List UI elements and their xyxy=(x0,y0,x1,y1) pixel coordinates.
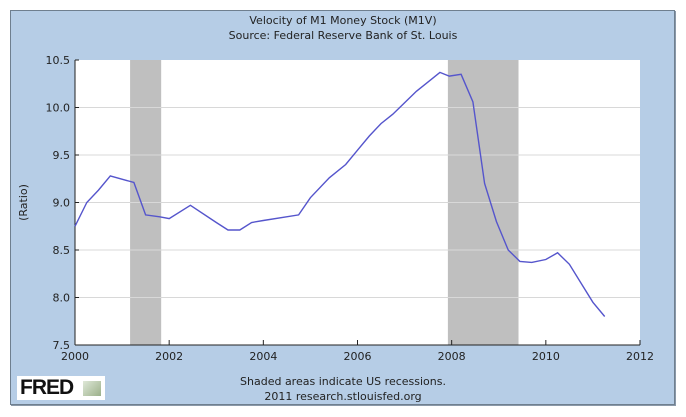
x-tick-label: 2012 xyxy=(626,350,654,363)
y-tick-label: 9.5 xyxy=(53,149,71,162)
x-tick-label: 2010 xyxy=(532,350,560,363)
y-tick-label: 8.5 xyxy=(53,244,71,257)
y-tick-label: 9.0 xyxy=(53,197,71,210)
recession-note: Shaded areas indicate US recessions. xyxy=(240,375,446,388)
y-tick-label: 10.5 xyxy=(46,54,71,67)
x-tick-label: 2004 xyxy=(249,350,277,363)
y-tick-label: 10.0 xyxy=(46,102,71,115)
chart-title: Velocity of M1 Money Stock (M1V) xyxy=(249,14,437,27)
chart-logo-icon xyxy=(83,381,101,396)
y-axis-label: (Ratio) xyxy=(17,184,30,221)
x-tick-label: 2006 xyxy=(344,350,372,363)
source-url: 2011 research.stlouisfed.org xyxy=(264,390,422,403)
chart-subtitle: Source: Federal Reserve Bank of St. Loui… xyxy=(228,29,458,42)
fred-logo: FRED xyxy=(17,376,105,400)
x-tick-label: 2002 xyxy=(155,350,183,363)
y-tick-label: 8.0 xyxy=(53,292,71,305)
x-tick-label: 2000 xyxy=(61,350,89,363)
y-tick-label: 7.5 xyxy=(53,339,71,352)
x-tick-label: 2008 xyxy=(438,350,466,363)
series-line-m1v xyxy=(74,71,606,317)
